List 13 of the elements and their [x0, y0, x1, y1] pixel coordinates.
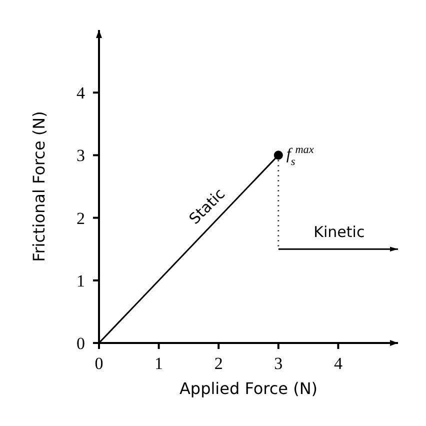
x-tick-label: 2 — [214, 354, 223, 374]
y-tick-label: 3 — [76, 146, 85, 166]
x-tick-label: 4 — [334, 354, 343, 374]
x-tick-label: 1 — [154, 354, 164, 374]
y-tick-label: 4 — [76, 84, 86, 103]
y-tick-label: 1 — [76, 271, 85, 290]
y-tick-label: 0 — [76, 334, 85, 354]
x-axis-title: Applied Force (N) — [179, 379, 318, 398]
y-axis-title: Frictional Force (N) — [30, 111, 49, 262]
annotation: Kinetic — [314, 223, 365, 242]
y-tick-label: 2 — [76, 208, 85, 228]
x-tick-label: 0 — [94, 354, 104, 374]
x-tick-label: 3 — [274, 354, 283, 374]
